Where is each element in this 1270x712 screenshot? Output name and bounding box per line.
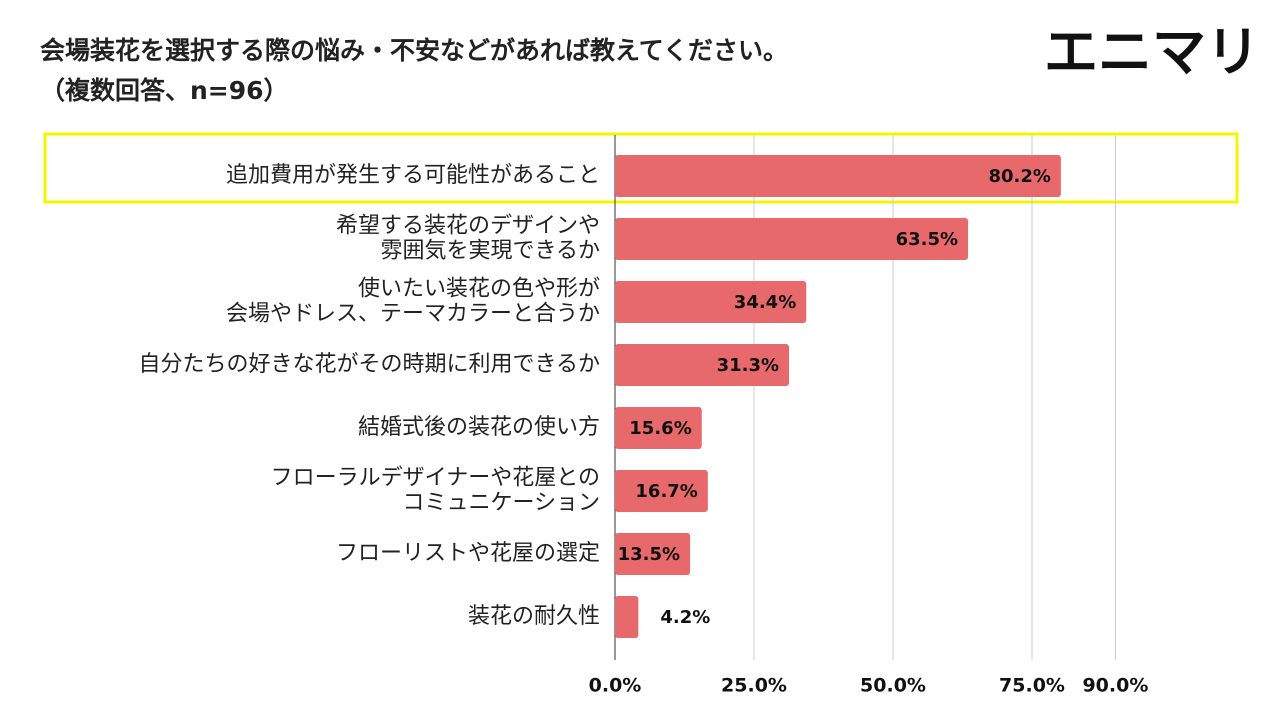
highlight-box: [43, 132, 1239, 204]
logo: エニマリ: [1044, 21, 1260, 84]
bar: [615, 596, 639, 638]
x-tick-label: 25.0%: [721, 675, 787, 697]
bar: [615, 281, 807, 323]
bar: [615, 218, 969, 260]
value-label: 31.3%: [717, 355, 779, 376]
x-tick-label: 0.0%: [589, 675, 642, 697]
bar: [615, 344, 790, 386]
y-tick-label: 希望する装花のデザインや: [336, 214, 600, 239]
value-label: 80.2%: [988, 166, 1050, 187]
value-label: 63.5%: [896, 229, 958, 250]
y-tick-label: フローラルデザイナーや花屋との: [271, 466, 600, 491]
y-tick-label: 装花の耐久性: [468, 604, 600, 629]
chart-subtitle: （複数回答、n=96）: [40, 76, 289, 105]
y-tick-label: 自分たちの好きな花がその時期に利用できるか: [138, 352, 600, 377]
y-tick-label: 追加費用が発生する可能性があること: [226, 163, 600, 188]
value-label: 34.4%: [734, 292, 796, 313]
bar: [615, 470, 708, 512]
bar: [615, 407, 702, 449]
x-tick-label: 90.0%: [1082, 675, 1148, 697]
bar: [615, 155, 1061, 197]
value-label: 13.5%: [618, 544, 680, 565]
y-tick-label: 結婚式後の装花の使い方: [358, 415, 600, 440]
y-tick-label: コミュニケーション: [402, 491, 600, 516]
value-label: 16.7%: [635, 481, 697, 502]
x-tick-label: 75.0%: [999, 675, 1065, 697]
chart-title: 会場装花を選択する際の悩み・不安などがあれば教えてください。: [40, 36, 788, 65]
y-tick-label: 会場やドレス、テーマカラーと合うか: [226, 302, 600, 327]
bar: [615, 533, 691, 575]
y-tick-label: 使いたい装花の色や形が: [358, 277, 600, 302]
x-tick-label: 50.0%: [860, 675, 926, 697]
value-label: 4.2%: [660, 607, 710, 628]
y-tick-label: フローリストや花屋の選定: [336, 541, 600, 566]
value-label: 15.6%: [629, 418, 691, 439]
y-tick-label: 雰囲気を実現できるか: [380, 239, 600, 264]
